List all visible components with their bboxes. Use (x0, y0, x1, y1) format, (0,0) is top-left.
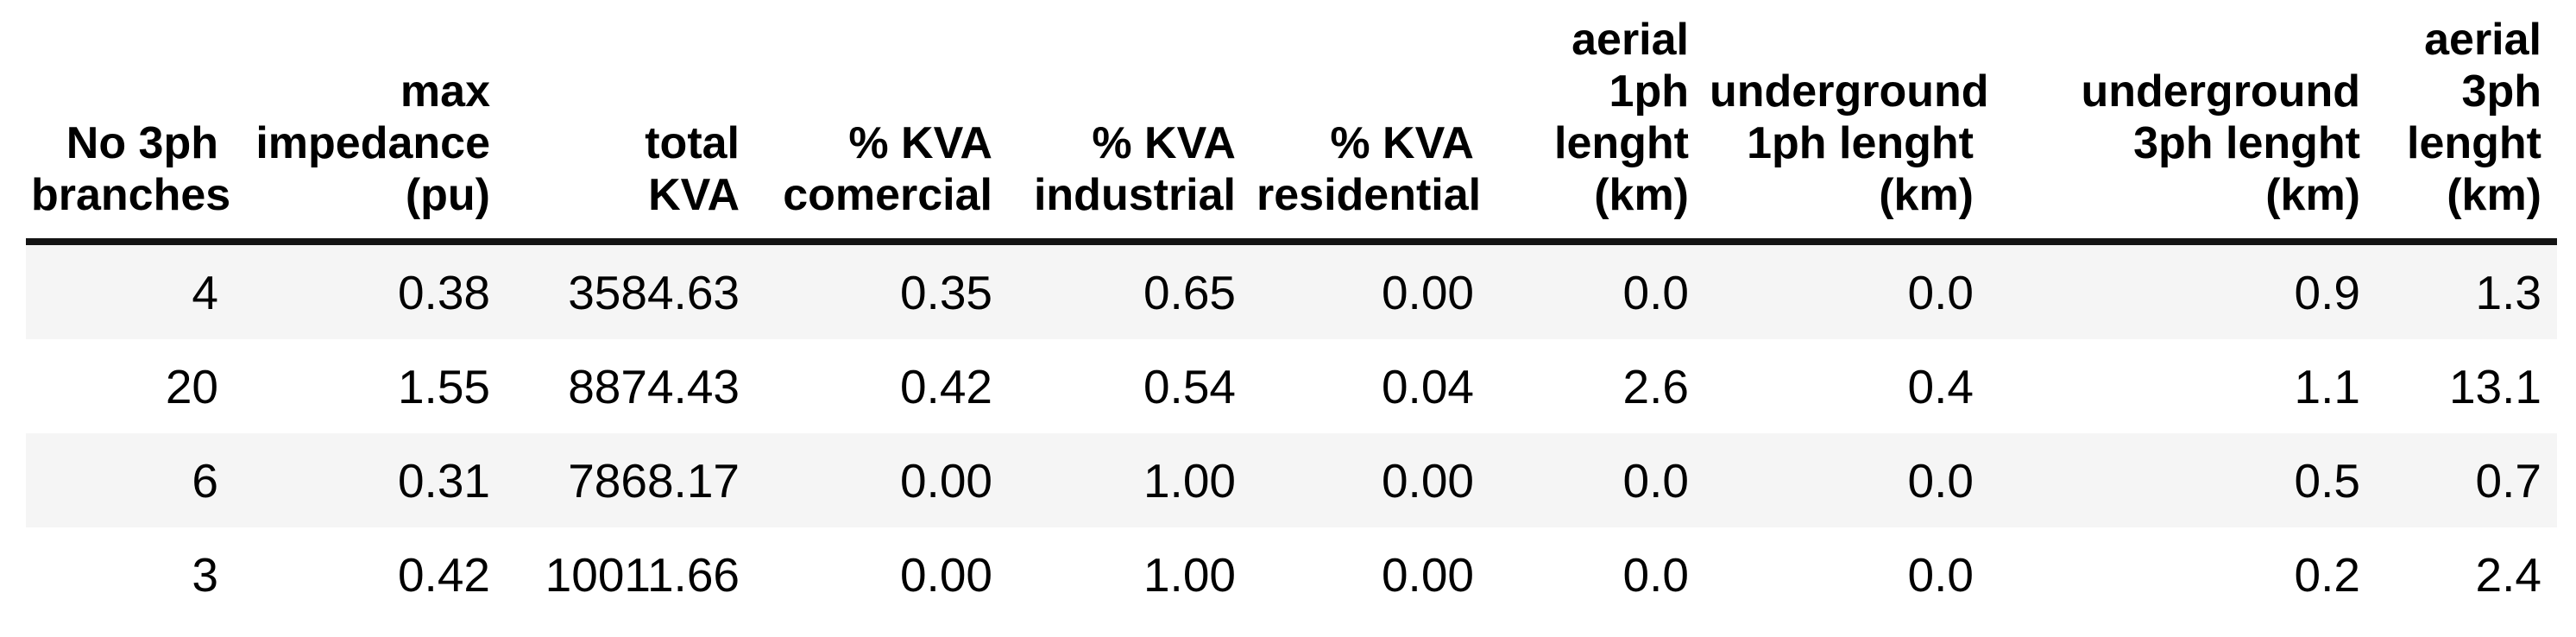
header-row: No 3ph branches max impedance (pu) total K… (26, 0, 2557, 245)
cell-underground-3ph-lenght-km: 0.2 (2294, 547, 2360, 602)
cell-pct-kva-industrial: 0.65 (1143, 265, 1236, 319)
cell-underground-1ph-lenght-km: 0.0 (1907, 265, 1974, 319)
cell-aerial-3ph-lenght-km: 2.4 (2475, 547, 2541, 602)
table-row: 20 1.55 8874.43 0.42 0.54 0.04 2.6 0.4 1.1 13.1 (26, 339, 2557, 433)
cell-pct-kva-comercial: 0.35 (899, 265, 992, 319)
cell-no-3ph-branches: 20 (165, 359, 218, 413)
column-header-underground-1ph-lenght-km: underground 1ph lenght (km) (1704, 0, 1989, 245)
cell-aerial-1ph-lenght-km: 0.0 (1622, 265, 1689, 319)
cell-pct-kva-residential: 0.00 (1381, 547, 1474, 602)
table-row: 3 0.42 10011.66 0.00 1.00 0.00 0.0 0.0 0.2 2.4 (26, 527, 2557, 621)
cell-pct-kva-residential: 0.04 (1381, 359, 1474, 413)
column-header-pct-kva-comercial: % KVA comercial (755, 0, 1008, 245)
cell-aerial-3ph-lenght-km: 13.1 (2448, 359, 2541, 413)
cell-total-kva: 3584.63 (568, 265, 740, 319)
cell-pct-kva-industrial: 1.00 (1143, 453, 1236, 508)
table-row: 6 0.31 7868.17 0.00 1.00 0.00 0.0 0.0 0.5 0.7 (26, 433, 2557, 527)
dataframe-table: No 3ph branches max impedance (pu) total K… (26, 0, 2557, 621)
cell-no-3ph-branches: 3 (192, 547, 218, 602)
cell-aerial-1ph-lenght-km: 0.0 (1622, 547, 1689, 602)
column-header-max-impedance-pu: max impedance (pu) (234, 0, 506, 245)
cell-underground-3ph-lenght-km: 1.1 (2294, 359, 2360, 413)
column-header-underground-3ph-lenght-km: underground 3ph lenght (km) (1989, 0, 2376, 245)
cell-max-impedance-pu: 0.42 (397, 547, 490, 602)
cell-max-impedance-pu: 1.55 (397, 359, 490, 413)
column-header-aerial-3ph-lenght-km: aerial 3ph lenght (km) (2376, 0, 2557, 245)
cell-pct-kva-residential: 0.00 (1381, 265, 1474, 319)
cell-underground-1ph-lenght-km: 0.0 (1907, 547, 1974, 602)
cell-pct-kva-industrial: 0.54 (1143, 359, 1236, 413)
cell-total-kva: 10011.66 (545, 547, 740, 602)
column-header-pct-kva-industrial: % KVA industrial (1008, 0, 1251, 245)
column-header-no-3ph-branches: No 3ph branches (26, 0, 234, 245)
cell-underground-3ph-lenght-km: 0.9 (2294, 265, 2360, 319)
cell-underground-1ph-lenght-km: 0.0 (1907, 453, 1974, 508)
cell-pct-kva-residential: 0.00 (1381, 453, 1474, 508)
cell-aerial-1ph-lenght-km: 0.0 (1622, 453, 1689, 508)
cell-pct-kva-industrial: 1.00 (1143, 547, 1236, 602)
cell-aerial-3ph-lenght-km: 0.7 (2475, 453, 2541, 508)
cell-no-3ph-branches: 4 (192, 265, 218, 319)
cell-max-impedance-pu: 0.31 (397, 453, 490, 508)
table-body: 4 0.38 3584.63 0.35 0.65 0.00 0.0 0.0 0.9 1.3 20 1.… (26, 242, 2557, 621)
cell-underground-3ph-lenght-km: 0.5 (2294, 453, 2360, 508)
column-header-aerial-1ph-lenght-km: aerial 1ph lenght (km) (1490, 0, 1704, 245)
cell-aerial-1ph-lenght-km: 2.6 (1622, 359, 1689, 413)
cell-aerial-3ph-lenght-km: 1.3 (2475, 265, 2541, 319)
cell-underground-1ph-lenght-km: 0.4 (1907, 359, 1974, 413)
cell-total-kva: 8874.43 (568, 359, 740, 413)
cell-max-impedance-pu: 0.38 (397, 265, 490, 319)
column-header-pct-kva-residential: % KVA residential (1251, 0, 1490, 245)
cell-total-kva: 7868.17 (568, 453, 740, 508)
cell-no-3ph-branches: 6 (192, 453, 218, 508)
cell-pct-kva-comercial: 0.00 (899, 547, 992, 602)
cell-pct-kva-comercial: 0.42 (899, 359, 992, 413)
table-row: 4 0.38 3584.63 0.35 0.65 0.00 0.0 0.0 0.9 1.3 (26, 242, 2557, 339)
column-header-total-kva: total KVA (506, 0, 755, 245)
table-header: No 3ph branches max impedance (pu) total K… (26, 0, 2557, 245)
cell-pct-kva-comercial: 0.00 (899, 453, 992, 508)
